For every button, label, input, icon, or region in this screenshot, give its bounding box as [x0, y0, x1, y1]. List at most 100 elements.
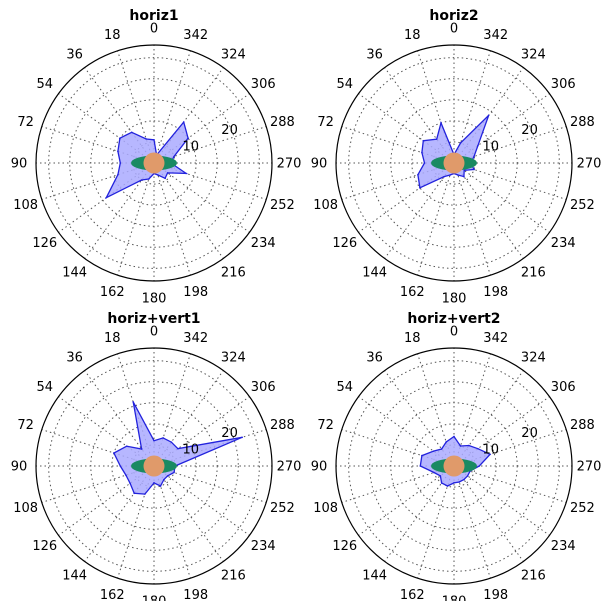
radial-gridline — [369, 78, 539, 248]
angular-gridline — [153, 126, 267, 164]
data-point — [163, 478, 165, 481]
theta-tick-label: 270 — [577, 157, 602, 172]
data-point — [440, 482, 443, 484]
radial-gridline — [369, 381, 539, 551]
theta-tick-label: 252 — [270, 501, 295, 516]
data-point — [439, 475, 442, 477]
data-point — [119, 137, 121, 140]
angular-gridline — [41, 465, 155, 503]
theta-tick-label: 126 — [332, 539, 357, 554]
theta-tick-label: 324 — [521, 350, 546, 365]
angular-gridline — [417, 465, 455, 579]
r-tick-label: 20 — [221, 123, 238, 138]
theta-tick-label: 216 — [521, 266, 546, 281]
theta-tick-label: 288 — [570, 115, 595, 130]
radial-gridline — [390, 99, 518, 227]
theta-tick-label: 252 — [270, 198, 295, 213]
chart-title: horiz+vert2 — [407, 311, 500, 327]
data-point — [162, 437, 164, 439]
r-tick-label: 20 — [521, 123, 538, 138]
angular-gridline — [453, 162, 491, 276]
angular-gridline — [384, 162, 455, 259]
theta-tick-label: 144 — [362, 569, 387, 584]
theta-tick-label: 18 — [104, 331, 121, 346]
chart-title: horiz2 — [429, 8, 478, 24]
data-point — [487, 114, 490, 117]
angular-gridline — [417, 50, 455, 164]
theta-tick-label: 18 — [104, 28, 121, 43]
angular-gridline — [117, 465, 155, 579]
theta-tick-label: 288 — [570, 418, 595, 433]
angular-gridline — [84, 465, 155, 562]
angular-gridline — [384, 465, 455, 562]
theta-tick-label: 54 — [337, 77, 354, 92]
theta-tick-label: 198 — [183, 588, 208, 601]
center-disk — [443, 152, 465, 174]
theta-tick-label: 144 — [62, 569, 87, 584]
data-point — [433, 471, 435, 474]
theta-tick-label: 288 — [270, 418, 295, 433]
angular-gridline — [153, 162, 224, 259]
angular-gridline — [453, 162, 567, 200]
data-point — [105, 196, 108, 199]
data-point — [125, 474, 127, 476]
theta-tick-label: 234 — [551, 539, 576, 554]
theta-tick-label: 54 — [337, 380, 354, 395]
data-point — [445, 441, 447, 443]
theta-tick-label: 54 — [37, 77, 54, 92]
center-disk — [143, 152, 165, 174]
theta-tick-label: 270 — [577, 460, 602, 475]
theta-tick-label: 288 — [270, 115, 295, 130]
data-point — [185, 172, 187, 175]
data-point — [117, 173, 119, 176]
data-point — [449, 174, 451, 176]
angular-gridline — [117, 162, 155, 276]
theta-tick-label: 306 — [251, 77, 276, 92]
radial-gridline — [348, 57, 560, 269]
theta-tick-label: 180 — [442, 292, 467, 307]
angular-gridline — [153, 396, 250, 467]
chart-title: horiz+vert1 — [107, 311, 200, 327]
theta-tick-label: 216 — [221, 569, 246, 584]
angular-gridline — [358, 465, 455, 536]
theta-tick-label: 162 — [400, 588, 425, 601]
angular-gridline — [58, 396, 155, 467]
radial-gridline — [69, 78, 239, 248]
r-tick-label: 10 — [483, 140, 500, 155]
data-point — [132, 401, 134, 403]
angular-gridline — [153, 67, 224, 164]
angular-gridline — [84, 370, 155, 467]
theta-tick-label: 306 — [251, 380, 276, 395]
data-point — [463, 478, 465, 481]
angular-gridline — [84, 162, 155, 259]
theta-tick-label: 306 — [551, 380, 576, 395]
theta-tick-label: 324 — [221, 350, 246, 365]
angular-gridline — [41, 126, 155, 164]
theta-tick-label: 108 — [13, 501, 38, 516]
angular-gridline — [453, 429, 567, 467]
theta-tick-label: 72 — [317, 418, 334, 433]
angular-gridline — [453, 162, 524, 259]
angular-gridline — [153, 162, 250, 233]
theta-tick-label: 306 — [551, 77, 576, 92]
r-tick-label: 20 — [221, 426, 238, 441]
angular-gridline — [384, 370, 455, 467]
data-point — [129, 482, 131, 485]
data-point — [421, 151, 423, 154]
polar-frame — [335, 44, 573, 282]
angular-gridline — [153, 465, 191, 579]
data-point — [468, 444, 470, 447]
radial-gridline — [411, 423, 497, 509]
theta-tick-label: 342 — [483, 28, 508, 43]
angular-gridline — [453, 396, 550, 467]
chart-title: horiz1 — [129, 8, 178, 24]
theta-tick-label: 0 — [150, 325, 158, 340]
r-tick-label: 20 — [521, 426, 538, 441]
angular-gridline — [153, 162, 267, 200]
data-point — [440, 448, 443, 450]
theta-tick-label: 108 — [313, 198, 338, 213]
radial-gridline — [411, 120, 497, 206]
theta-tick-label: 90 — [311, 157, 328, 172]
